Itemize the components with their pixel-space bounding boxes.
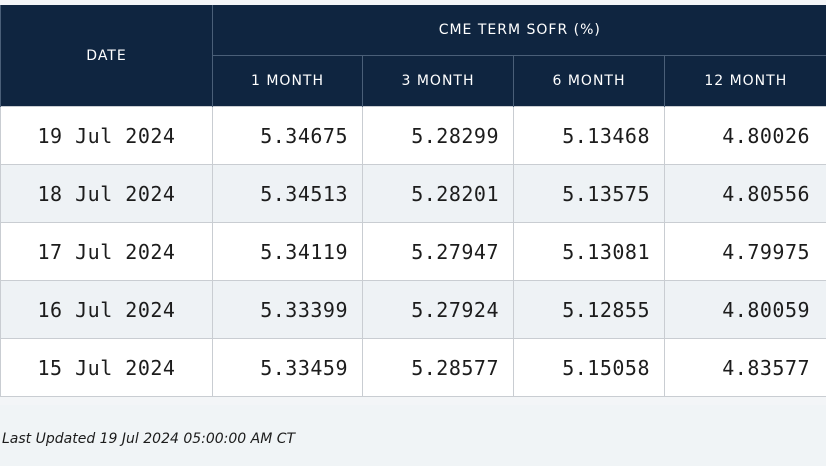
row-date: 19 Jul 2024 [0,106,213,165]
table-row: 17 Jul 2024 5.34119 5.27947 5.13081 4.79… [0,222,826,281]
row-date: 17 Jul 2024 [0,222,213,281]
row-date: 16 Jul 2024 [0,280,213,339]
rate-1-month: 5.33399 [212,280,363,339]
rate-1-month: 5.34675 [212,106,363,165]
rate-3-month: 5.27924 [362,280,514,339]
table-row: 18 Jul 2024 5.34513 5.28201 5.13575 4.80… [0,164,826,223]
column-header-12-month: 12 MONTH [664,55,826,107]
rate-1-month: 5.33459 [212,338,363,397]
rate-3-month: 5.27947 [362,222,514,281]
date-column-header: DATE [0,5,213,107]
rate-6-month: 5.13468 [513,106,665,165]
rate-3-month: 5.28299 [362,106,514,165]
table-row: 19 Jul 2024 5.34675 5.28299 5.13468 4.80… [0,106,826,165]
rate-12-month: 4.80556 [663,164,826,223]
cme-term-sofr-group-header: CME TERM SOFR (%) [212,5,826,56]
column-header-3-month: 3 MONTH [362,55,514,107]
row-date: 15 Jul 2024 [0,338,213,397]
table-footer: Last Updated 19 Jul 2024 05:00:00 AM CT [0,405,826,466]
sofr-table-container: DATE CME TERM SOFR (%) 1 MONTH 3 MONTH 6… [0,5,826,397]
rate-12-month: 4.80059 [663,280,826,339]
rate-3-month: 5.28577 [362,338,514,397]
rate-12-month: 4.80026 [663,106,826,165]
rate-1-month: 5.34513 [212,164,363,223]
last-updated-timestamp: Last Updated 19 Jul 2024 05:00:00 AM CT [2,431,296,447]
rate-6-month: 5.12855 [513,280,665,339]
row-date: 18 Jul 2024 [0,164,213,223]
rate-12-month: 4.83577 [663,338,826,397]
rate-12-month: 4.79975 [663,222,826,281]
rate-1-month: 5.34119 [212,222,363,281]
sofr-rates-table: DATE CME TERM SOFR (%) 1 MONTH 3 MONTH 6… [0,5,826,397]
column-header-1-month: 1 MONTH [212,55,363,107]
rate-3-month: 5.28201 [362,164,514,223]
rate-6-month: 5.15058 [513,338,665,397]
table-row: 15 Jul 2024 5.33459 5.28577 5.15058 4.83… [0,338,826,397]
table-row: 16 Jul 2024 5.33399 5.27924 5.12855 4.80… [0,280,826,339]
column-header-6-month: 6 MONTH [513,55,665,107]
rate-6-month: 5.13575 [513,164,665,223]
rate-6-month: 5.13081 [513,222,665,281]
